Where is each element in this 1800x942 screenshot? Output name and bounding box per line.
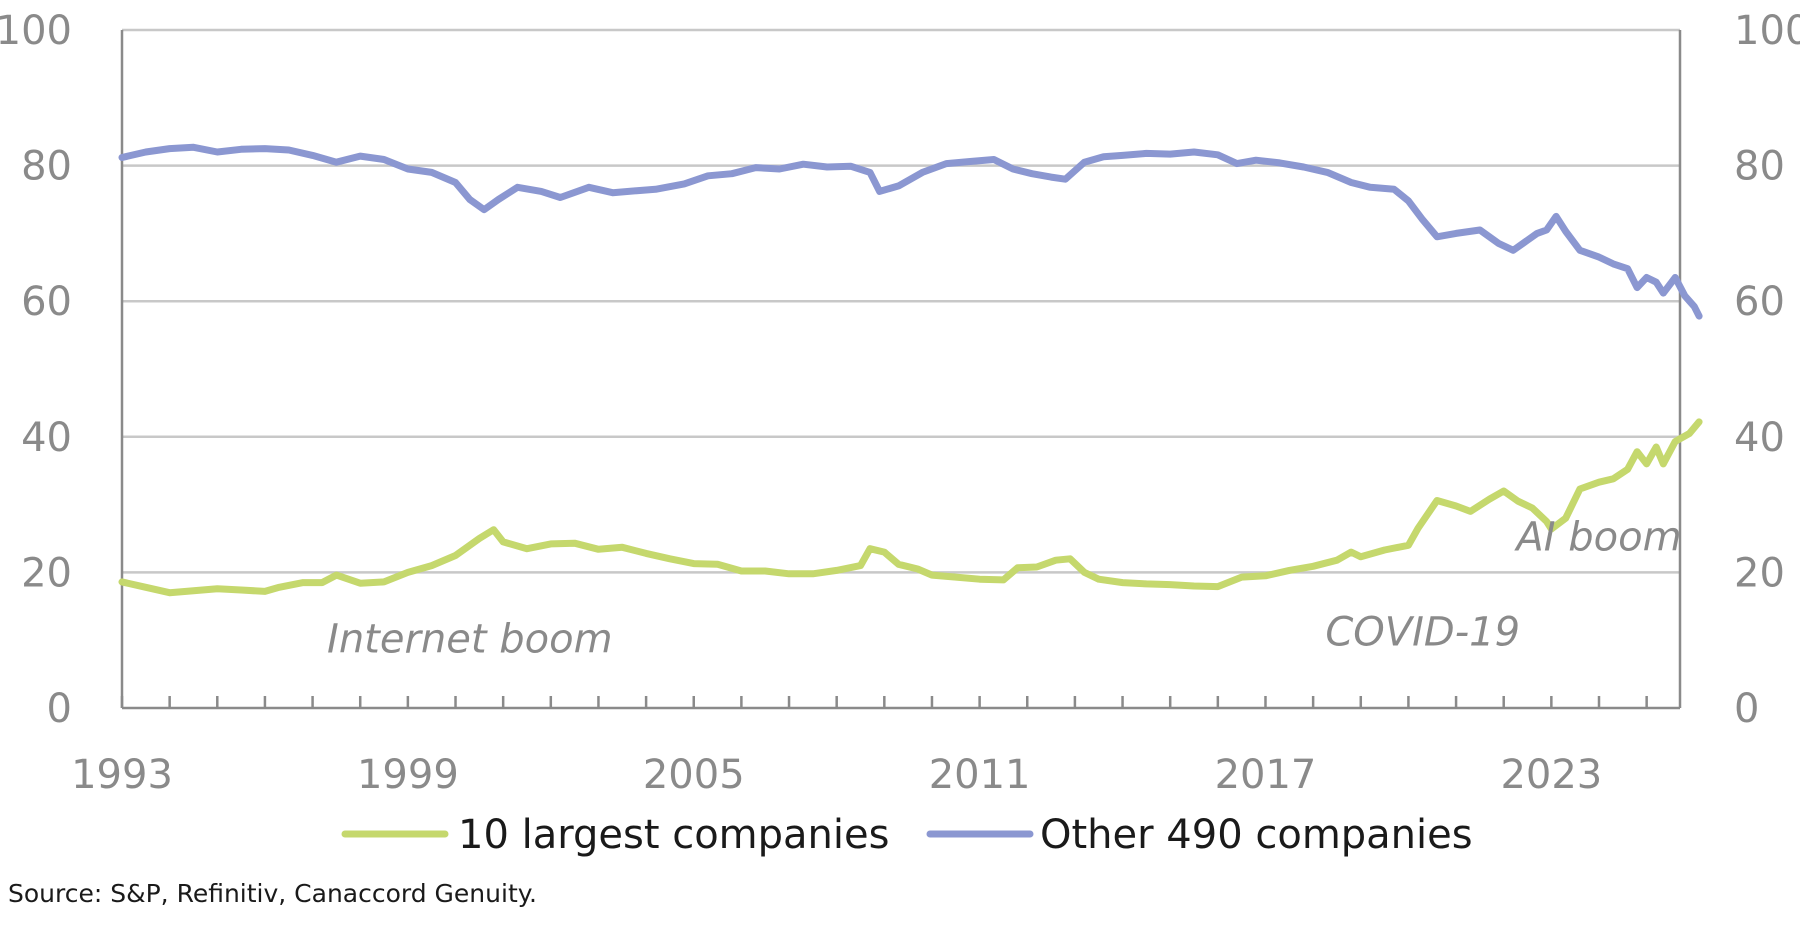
x-tick-label: 2011: [929, 752, 1031, 798]
y-tick-label-left: 60: [21, 279, 72, 325]
annotation-label: AI boom: [1513, 515, 1681, 561]
legend-label: Other 490 companies: [1040, 812, 1473, 858]
y-tick-label-right: 100: [1734, 8, 1800, 54]
y-tick-label-left: 0: [47, 686, 72, 732]
source-note: Source: S&P, Refinitiv, Canaccord Genuit…: [8, 879, 537, 908]
y-tick-label-right: 60: [1734, 279, 1785, 325]
y-tick-label-right: 20: [1734, 550, 1785, 596]
annotations: Internet boom COVID-19 AI boom: [327, 515, 1682, 663]
y-tick-label-right: 40: [1734, 415, 1785, 461]
axes: 0 0 20 20 40 40 60 60 80 80 100 100 1993 1999 2005 2011…: [0, 8, 1800, 798]
x-tick-label: 1993: [71, 752, 173, 798]
y-tick-label-right: 80: [1734, 144, 1785, 190]
y-tick-label-left: 40: [21, 415, 72, 461]
legend: 10 largest companies Other 490 companies: [341, 812, 1473, 858]
series-lines: [118, 143, 1703, 597]
y-tick-label-right: 0: [1734, 686, 1759, 732]
x-tick-label: 2005: [643, 752, 745, 798]
annotation-label: Internet boom: [327, 616, 613, 662]
gridlines: [122, 28, 1680, 574]
y-tick-label-left: 100: [0, 8, 72, 54]
x-tick-label: 2017: [1215, 752, 1317, 798]
x-tick-label: 2023: [1500, 752, 1602, 798]
legend-label: 10 largest companies: [458, 812, 889, 858]
annotation-label: COVID-19: [1325, 610, 1520, 656]
y-tick-label-left: 20: [21, 550, 72, 596]
x-tick-label: 1999: [357, 752, 459, 798]
series-line-other490: [118, 143, 1703, 320]
y-tick-label-left: 80: [21, 144, 72, 190]
series-line-top10: [118, 418, 1703, 597]
